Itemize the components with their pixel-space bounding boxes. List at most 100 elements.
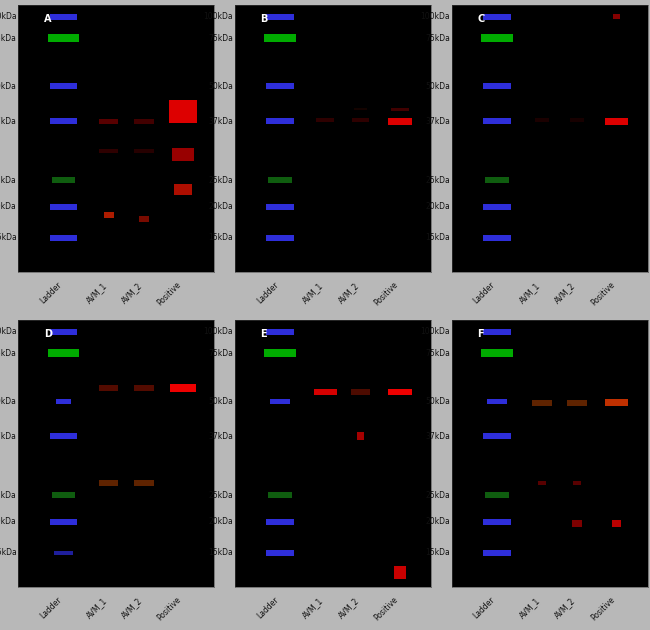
Bar bbox=[485, 492, 508, 498]
Bar bbox=[54, 551, 73, 555]
Bar bbox=[134, 386, 153, 391]
Text: 20kDa: 20kDa bbox=[425, 202, 450, 212]
Bar bbox=[612, 520, 621, 527]
Bar bbox=[567, 400, 587, 406]
Bar bbox=[270, 399, 290, 404]
Text: 50kDa: 50kDa bbox=[208, 82, 233, 91]
Bar bbox=[52, 492, 75, 498]
Text: AVM_2: AVM_2 bbox=[120, 595, 144, 620]
Bar bbox=[483, 118, 510, 124]
Bar bbox=[483, 433, 510, 439]
Bar bbox=[50, 433, 77, 439]
Text: Positive: Positive bbox=[589, 595, 616, 623]
Text: Ladder: Ladder bbox=[255, 595, 280, 621]
Text: 37kDa: 37kDa bbox=[425, 432, 450, 441]
Text: 75kDa: 75kDa bbox=[425, 348, 450, 358]
Text: 15kDa: 15kDa bbox=[209, 233, 233, 242]
Bar bbox=[352, 118, 369, 122]
Text: 37kDa: 37kDa bbox=[0, 432, 16, 441]
Text: AVM_1: AVM_1 bbox=[84, 280, 109, 305]
Text: 20kDa: 20kDa bbox=[0, 202, 16, 212]
Bar bbox=[99, 149, 118, 152]
Text: 25kDa: 25kDa bbox=[209, 491, 233, 500]
Bar bbox=[357, 432, 365, 440]
Text: 25kDa: 25kDa bbox=[425, 491, 450, 500]
Text: 25kDa: 25kDa bbox=[209, 176, 233, 185]
Bar bbox=[604, 118, 628, 125]
Bar bbox=[485, 177, 508, 183]
Text: 50kDa: 50kDa bbox=[425, 82, 450, 91]
Text: 75kDa: 75kDa bbox=[0, 33, 16, 43]
Bar bbox=[266, 83, 294, 89]
Text: AVM_1: AVM_1 bbox=[518, 280, 542, 305]
Bar bbox=[170, 384, 196, 392]
Text: 37kDa: 37kDa bbox=[0, 117, 16, 126]
Text: 20kDa: 20kDa bbox=[209, 517, 233, 527]
Text: 75kDa: 75kDa bbox=[208, 33, 233, 43]
Text: 20kDa: 20kDa bbox=[209, 202, 233, 212]
Bar bbox=[487, 399, 506, 404]
Bar bbox=[535, 118, 549, 122]
Text: A: A bbox=[44, 14, 51, 24]
Bar bbox=[174, 184, 192, 195]
Bar bbox=[50, 118, 77, 124]
Text: Ladder: Ladder bbox=[38, 280, 64, 306]
Bar bbox=[172, 148, 194, 161]
Text: 75kDa: 75kDa bbox=[0, 348, 16, 358]
Bar bbox=[483, 204, 510, 210]
Bar bbox=[265, 34, 296, 42]
Bar bbox=[99, 386, 118, 391]
Text: 75kDa: 75kDa bbox=[425, 33, 450, 43]
Bar bbox=[483, 550, 510, 556]
Text: 100kDa: 100kDa bbox=[0, 12, 16, 21]
Bar bbox=[50, 235, 77, 241]
Bar bbox=[265, 349, 296, 357]
Bar bbox=[266, 204, 294, 210]
Text: Ladder: Ladder bbox=[38, 595, 64, 621]
Text: E: E bbox=[261, 329, 267, 339]
Text: 50kDa: 50kDa bbox=[208, 397, 233, 406]
Text: Positive: Positive bbox=[372, 280, 400, 308]
Bar bbox=[48, 349, 79, 357]
Text: 50kDa: 50kDa bbox=[425, 397, 450, 406]
Text: 50kDa: 50kDa bbox=[0, 82, 16, 91]
Bar bbox=[48, 34, 79, 42]
Text: Positive: Positive bbox=[156, 595, 183, 623]
Text: 25kDa: 25kDa bbox=[425, 176, 450, 185]
Bar bbox=[104, 212, 114, 218]
Bar bbox=[481, 34, 513, 42]
Bar bbox=[483, 519, 510, 525]
Bar bbox=[268, 177, 292, 183]
Text: 37kDa: 37kDa bbox=[425, 117, 450, 126]
Bar bbox=[391, 108, 409, 111]
Bar bbox=[266, 519, 294, 525]
Bar bbox=[388, 118, 411, 125]
Text: AVM_2: AVM_2 bbox=[336, 280, 361, 305]
Bar bbox=[532, 400, 552, 406]
Bar bbox=[604, 399, 628, 406]
Bar bbox=[388, 389, 411, 396]
Text: 100kDa: 100kDa bbox=[420, 12, 450, 21]
Bar bbox=[170, 100, 197, 123]
Text: AVM_2: AVM_2 bbox=[120, 280, 144, 305]
Text: 100kDa: 100kDa bbox=[420, 327, 450, 336]
Text: Ladder: Ladder bbox=[255, 280, 280, 306]
Text: C: C bbox=[477, 14, 484, 24]
Bar bbox=[266, 329, 294, 335]
Bar bbox=[483, 14, 510, 20]
Bar bbox=[354, 108, 367, 110]
Text: AVM_1: AVM_1 bbox=[301, 280, 325, 305]
Text: B: B bbox=[261, 14, 268, 24]
Bar bbox=[50, 519, 77, 525]
Text: AVM_2: AVM_2 bbox=[553, 280, 577, 305]
Text: Ladder: Ladder bbox=[472, 280, 497, 306]
Bar bbox=[268, 492, 292, 498]
Text: 50kDa: 50kDa bbox=[0, 397, 16, 406]
Bar bbox=[134, 480, 153, 486]
Bar bbox=[266, 235, 294, 241]
Text: D: D bbox=[44, 329, 52, 339]
Bar bbox=[573, 481, 581, 486]
Text: AVM_1: AVM_1 bbox=[301, 595, 325, 620]
Text: 15kDa: 15kDa bbox=[209, 548, 233, 557]
Bar bbox=[538, 481, 546, 486]
